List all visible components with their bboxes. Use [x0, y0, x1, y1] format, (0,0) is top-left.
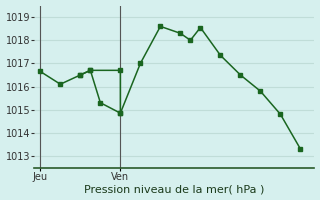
X-axis label: Pression niveau de la mer( hPa ): Pression niveau de la mer( hPa ) — [84, 184, 265, 194]
